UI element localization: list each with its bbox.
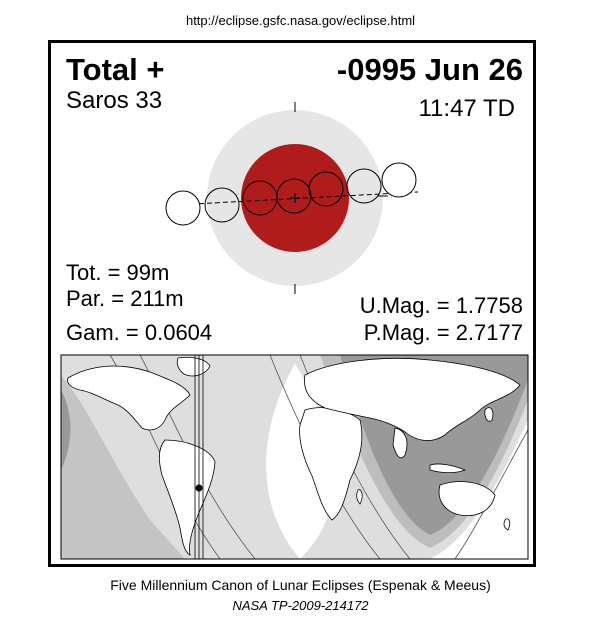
zone-mid-west (61, 375, 185, 559)
continents (67, 356, 521, 556)
world-map (60, 354, 529, 560)
subsolar-point (195, 484, 203, 492)
greenland (176, 356, 211, 377)
gamma-value: Gam. = 0.0604 (66, 320, 213, 345)
moon-positions (165, 162, 417, 226)
madagascar (356, 489, 363, 505)
footer-publication: NASA TP-2009-214172 (232, 598, 369, 613)
center-cross (290, 193, 300, 203)
penumbral-magnitude: P.Mag. = 2.7177 (363, 320, 523, 345)
new-zealand (503, 518, 511, 531)
footer-citation: Five Millennium Canon of Lunar Eclipses … (110, 577, 491, 593)
totality-duration: Tot. = 99m (66, 260, 170, 285)
moon-p1 (165, 190, 201, 226)
shadow-diagram (165, 102, 419, 294)
umbral-magnitude: U.Mag. = 1.7758 (359, 293, 523, 318)
india (392, 427, 408, 459)
moon-u3 (308, 171, 344, 207)
eclipse-type: Total + (66, 52, 165, 87)
moon-u4 (346, 168, 382, 204)
europe-asia (304, 358, 521, 441)
north-america (67, 365, 191, 431)
japan (484, 407, 494, 422)
australia (438, 481, 496, 517)
south-america (158, 439, 216, 556)
eclipse-time: 11:47 TD (418, 95, 515, 122)
partiality-duration: Par. = 211m (66, 286, 184, 311)
indonesia (429, 463, 467, 474)
africa (299, 407, 363, 521)
moon-u1 (204, 187, 240, 223)
eclipse-date: -0995 Jun 26 (336, 52, 523, 87)
source-url[interactable]: http://eclipse.gsfc.nasa.gov/eclipse.htm… (185, 13, 416, 28)
night-region-west (61, 390, 71, 470)
saros-number: Saros 33 (66, 87, 163, 114)
moon-p4 (381, 162, 417, 198)
map-border (60, 354, 529, 560)
central-meridian (194, 355, 204, 559)
